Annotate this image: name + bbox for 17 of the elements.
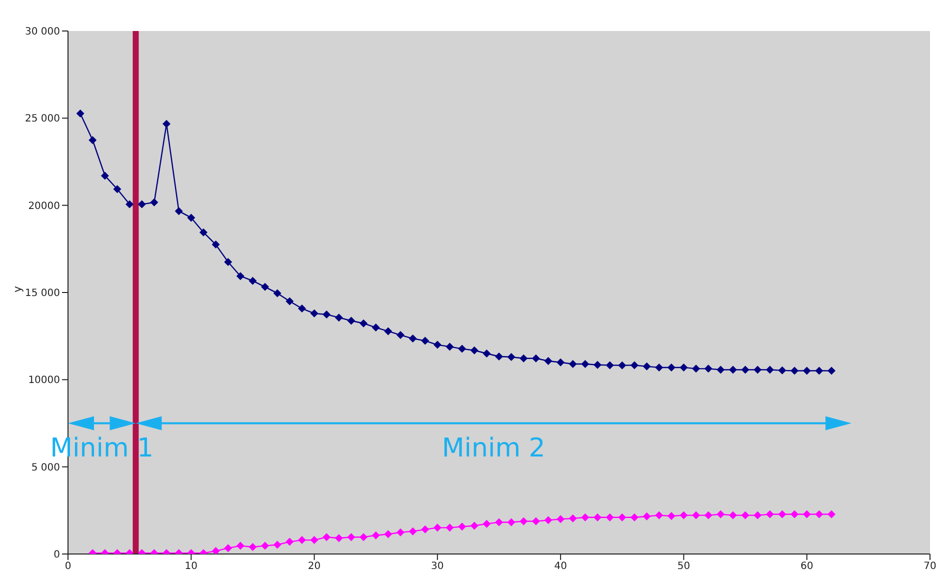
- x-tick-label: 30: [431, 561, 444, 572]
- x-tick-label: 20: [308, 561, 321, 572]
- y-tick-label: 20000: [28, 200, 60, 212]
- y-tick-label: 15 000: [25, 288, 60, 300]
- x-tick-label: 60: [800, 561, 814, 572]
- y-tick-label: 0: [54, 550, 60, 561]
- y-tick-label: 10000: [28, 375, 60, 386]
- x-tick-label: 0: [64, 561, 72, 572]
- x-tick-label: 10: [184, 561, 198, 572]
- annotation: Minim 2: [442, 433, 546, 464]
- y-axis-title: y: [10, 286, 24, 292]
- x-tick-label: 50: [677, 561, 690, 572]
- y-tick-label: 30 000: [25, 26, 60, 38]
- y-tick-label: 5 000: [31, 462, 60, 474]
- y-tick-label: 25 000: [25, 114, 60, 125]
- x-tick-label: 40: [554, 561, 567, 572]
- x-tick-label: 70: [924, 561, 936, 572]
